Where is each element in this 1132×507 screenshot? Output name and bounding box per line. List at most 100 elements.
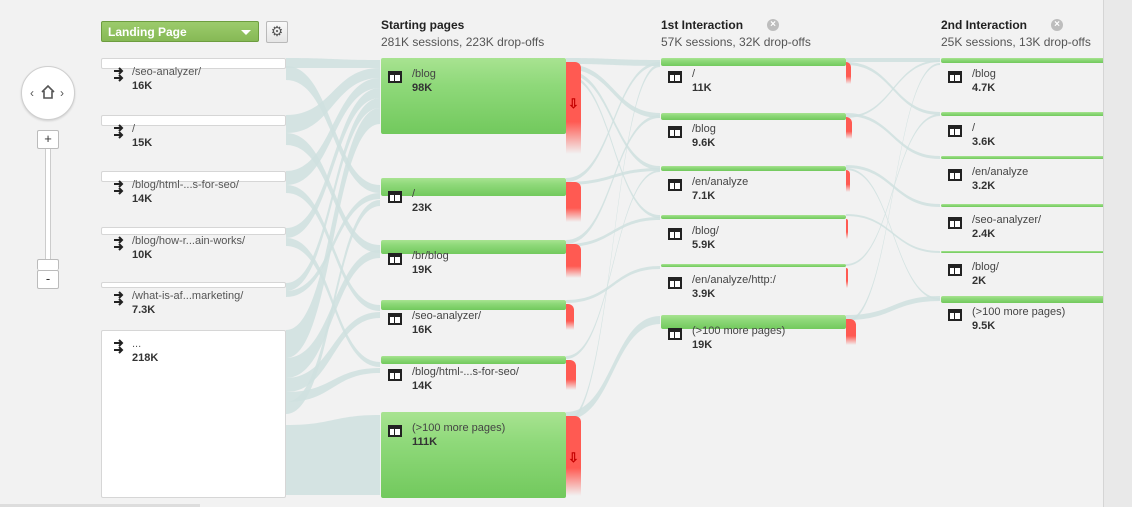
- source-flow-link[interactable]: [286, 88, 380, 238]
- page-node[interactable]: [941, 156, 1121, 159]
- drop-off-bar[interactable]: [846, 62, 851, 84]
- second-interaction-flow-link[interactable]: [846, 58, 940, 62]
- page-node-value: 4.7K: [972, 82, 996, 94]
- page-node-value: 2K: [972, 275, 987, 287]
- drop-off-bar[interactable]: [846, 170, 850, 192]
- first-interaction-flow-link[interactable]: [566, 170, 660, 359]
- source-flow-link[interactable]: [286, 68, 380, 133]
- page-node-value: 19K: [412, 264, 433, 276]
- settings-button[interactable]: ⚙: [266, 21, 288, 43]
- source-node[interactable]: [101, 227, 286, 235]
- page-node-label: /en/analyze: [692, 176, 749, 188]
- source-flow-link[interactable]: [286, 200, 380, 414]
- page-node-value: 9.6K: [692, 137, 716, 149]
- drop-off-bar[interactable]: [566, 62, 581, 154]
- first-interaction-flow-link[interactable]: [566, 217, 660, 247]
- page-node[interactable]: [381, 240, 566, 254]
- drop-off-bar[interactable]: [566, 360, 576, 390]
- second-interaction-flow-link[interactable]: [846, 165, 940, 207]
- first-interaction-flow-link[interactable]: [566, 58, 660, 66]
- source-node-value: 218K: [132, 352, 159, 364]
- page-node[interactable]: [941, 112, 1121, 116]
- drop-off-bar[interactable]: [846, 117, 852, 139]
- vertical-scrollbar[interactable]: [1103, 0, 1132, 507]
- zoom-out-button[interactable]: -: [37, 270, 59, 289]
- first-interaction-flow-link[interactable]: [566, 168, 660, 185]
- page-node[interactable]: [941, 251, 1121, 253]
- source-flow-link[interactable]: [286, 98, 380, 291]
- page-node-value: 3.6K: [972, 136, 996, 148]
- landing-page-dimension-select[interactable]: Landing Page: [101, 21, 259, 42]
- dimension-select-label: Landing Page: [108, 25, 187, 39]
- page-node-value: 19K: [692, 339, 713, 351]
- source-node[interactable]: [101, 330, 286, 498]
- first-interaction-flow-link[interactable]: [566, 62, 660, 182]
- page-icon: [388, 424, 402, 437]
- horizontal-scrollbar[interactable]: [0, 504, 200, 507]
- source-flow-link[interactable]: [286, 415, 380, 495]
- zoom-in-button[interactable]: +: [37, 130, 59, 149]
- source-node[interactable]: [101, 282, 286, 288]
- second-interaction-flow-link[interactable]: [846, 114, 940, 266]
- drop-off-bar[interactable]: [566, 182, 581, 222]
- page-node-label: /blog/: [972, 261, 999, 273]
- page-node[interactable]: [381, 178, 566, 196]
- source-node[interactable]: [101, 171, 286, 182]
- drop-off-bar[interactable]: [566, 416, 581, 496]
- second-interaction-flow-link[interactable]: [846, 60, 940, 118]
- drop-off-bar[interactable]: [846, 319, 856, 345]
- source-flow-link[interactable]: [286, 368, 380, 402]
- second-interaction-flow-link[interactable]: [846, 63, 940, 323]
- source-flow-link[interactable]: [286, 193, 380, 297]
- first-interaction-flow-link[interactable]: [566, 64, 660, 118]
- first-interaction-flow-link[interactable]: [566, 266, 660, 303]
- page-node[interactable]: [661, 58, 846, 66]
- page-node-label: /blog: [412, 68, 436, 80]
- pan-left-button[interactable]: ‹: [30, 86, 34, 100]
- page-node-label: /en/analyze: [972, 166, 1029, 178]
- page-icon: [948, 70, 962, 83]
- page-node[interactable]: [661, 315, 846, 329]
- page-node[interactable]: [381, 412, 566, 498]
- drop-off-bar[interactable]: [846, 219, 848, 239]
- drop-off-bar[interactable]: [846, 268, 848, 288]
- page-node[interactable]: [381, 58, 566, 134]
- page-node[interactable]: [941, 204, 1121, 207]
- first-interaction-flow-link[interactable]: [566, 316, 660, 420]
- second-interaction-flow-link[interactable]: [846, 168, 940, 300]
- source-node[interactable]: [101, 58, 286, 69]
- page-node[interactable]: [381, 356, 566, 364]
- source-flow-link[interactable]: [286, 250, 380, 378]
- page-node[interactable]: [941, 296, 1121, 303]
- remove-step-close-icon[interactable]: ×: [767, 19, 779, 31]
- entrance-arrow-icon: [114, 338, 128, 354]
- page-node-value: 14K: [412, 380, 433, 392]
- first-interaction-flow-link[interactable]: [566, 74, 660, 218]
- drop-off-bar[interactable]: [566, 304, 574, 330]
- page-node[interactable]: [381, 300, 566, 310]
- zoom-slider-handle[interactable]: [37, 259, 59, 270]
- gear-icon: ⚙: [270, 23, 284, 39]
- page-node[interactable]: [661, 264, 846, 267]
- source-node[interactable]: [101, 115, 286, 126]
- second-interaction-flow-link[interactable]: [846, 296, 940, 320]
- source-flow-link[interactable]: [286, 312, 380, 392]
- zoom-slider-track[interactable]: [45, 146, 51, 270]
- entrance-arrow-icon: [114, 123, 128, 139]
- page-node[interactable]: [661, 166, 846, 171]
- page-node[interactable]: [661, 113, 846, 120]
- drop-off-arrow-icon: ⇩: [568, 96, 579, 111]
- second-interaction-flow-link[interactable]: [846, 113, 940, 159]
- home-icon[interactable]: [40, 84, 56, 100]
- source-flow-link[interactable]: [286, 108, 380, 358]
- page-node[interactable]: [661, 215, 846, 219]
- source-flow-link[interactable]: [286, 58, 380, 68]
- source-flow-link[interactable]: [286, 78, 380, 185]
- page-node[interactable]: [941, 58, 1121, 63]
- pan-right-button[interactable]: ›: [60, 86, 64, 100]
- remove-step-close-icon[interactable]: ×: [1051, 19, 1063, 31]
- first-interaction-flow-link[interactable]: [566, 64, 660, 424]
- first-interaction-flow-link[interactable]: [566, 115, 660, 244]
- drop-off-bar[interactable]: [566, 244, 581, 278]
